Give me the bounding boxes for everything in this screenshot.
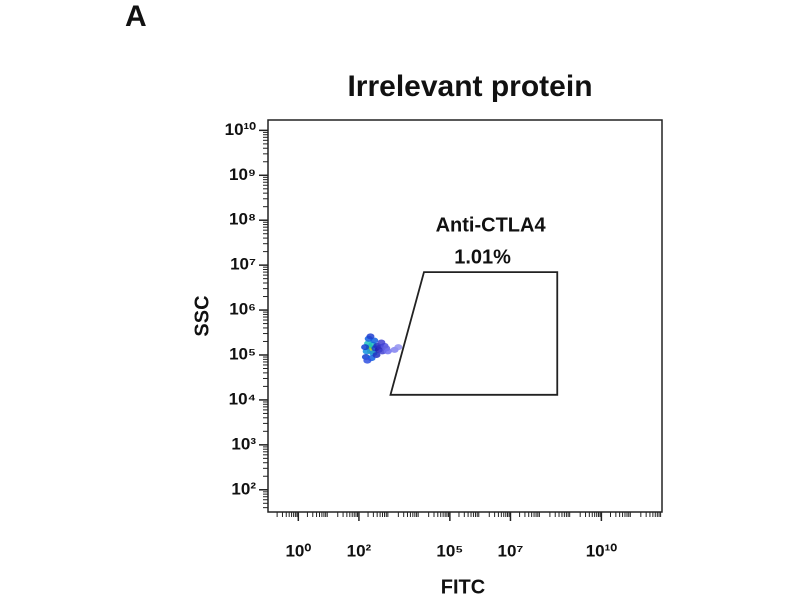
y-tick-label: 10⁶ (229, 300, 256, 319)
event-dot (383, 348, 392, 355)
x-tick-label: 10² (347, 541, 372, 560)
event-dot (377, 339, 386, 346)
y-tick-label: 10² (231, 479, 256, 498)
event-dot (363, 357, 372, 364)
y-tick-label: 10³ (231, 434, 256, 453)
event-dot (394, 344, 403, 351)
gate-name: Anti-CTLA4 (436, 214, 547, 236)
event-dot (361, 344, 370, 351)
y-tick-label: 10⁹ (229, 165, 256, 184)
y-axis-label: SSC (191, 295, 213, 336)
y-tick-label: 10⁸ (229, 210, 256, 229)
y-tick-label: 10⁵ (229, 344, 256, 363)
x-tick-label: 10⁰ (285, 541, 311, 560)
chart-title: Irrelevant protein (347, 70, 592, 103)
gate (389, 271, 559, 396)
y-tick-label: 10⁷ (230, 255, 256, 274)
x-tick-label: 10⁷ (497, 541, 523, 560)
x-tick-label: 10¹⁰ (586, 541, 618, 560)
plot-frame (267, 119, 663, 513)
panel-label: A (125, 0, 147, 33)
x-tick-label: 10⁵ (436, 541, 463, 560)
y-tick-label: 10¹⁰ (225, 120, 257, 139)
gate-percent: 1.01% (454, 246, 511, 268)
event-dot (366, 333, 375, 340)
x-axis-label: FITC (441, 576, 485, 598)
event-dot (372, 351, 381, 358)
y-tick-label: 10⁴ (229, 389, 256, 408)
